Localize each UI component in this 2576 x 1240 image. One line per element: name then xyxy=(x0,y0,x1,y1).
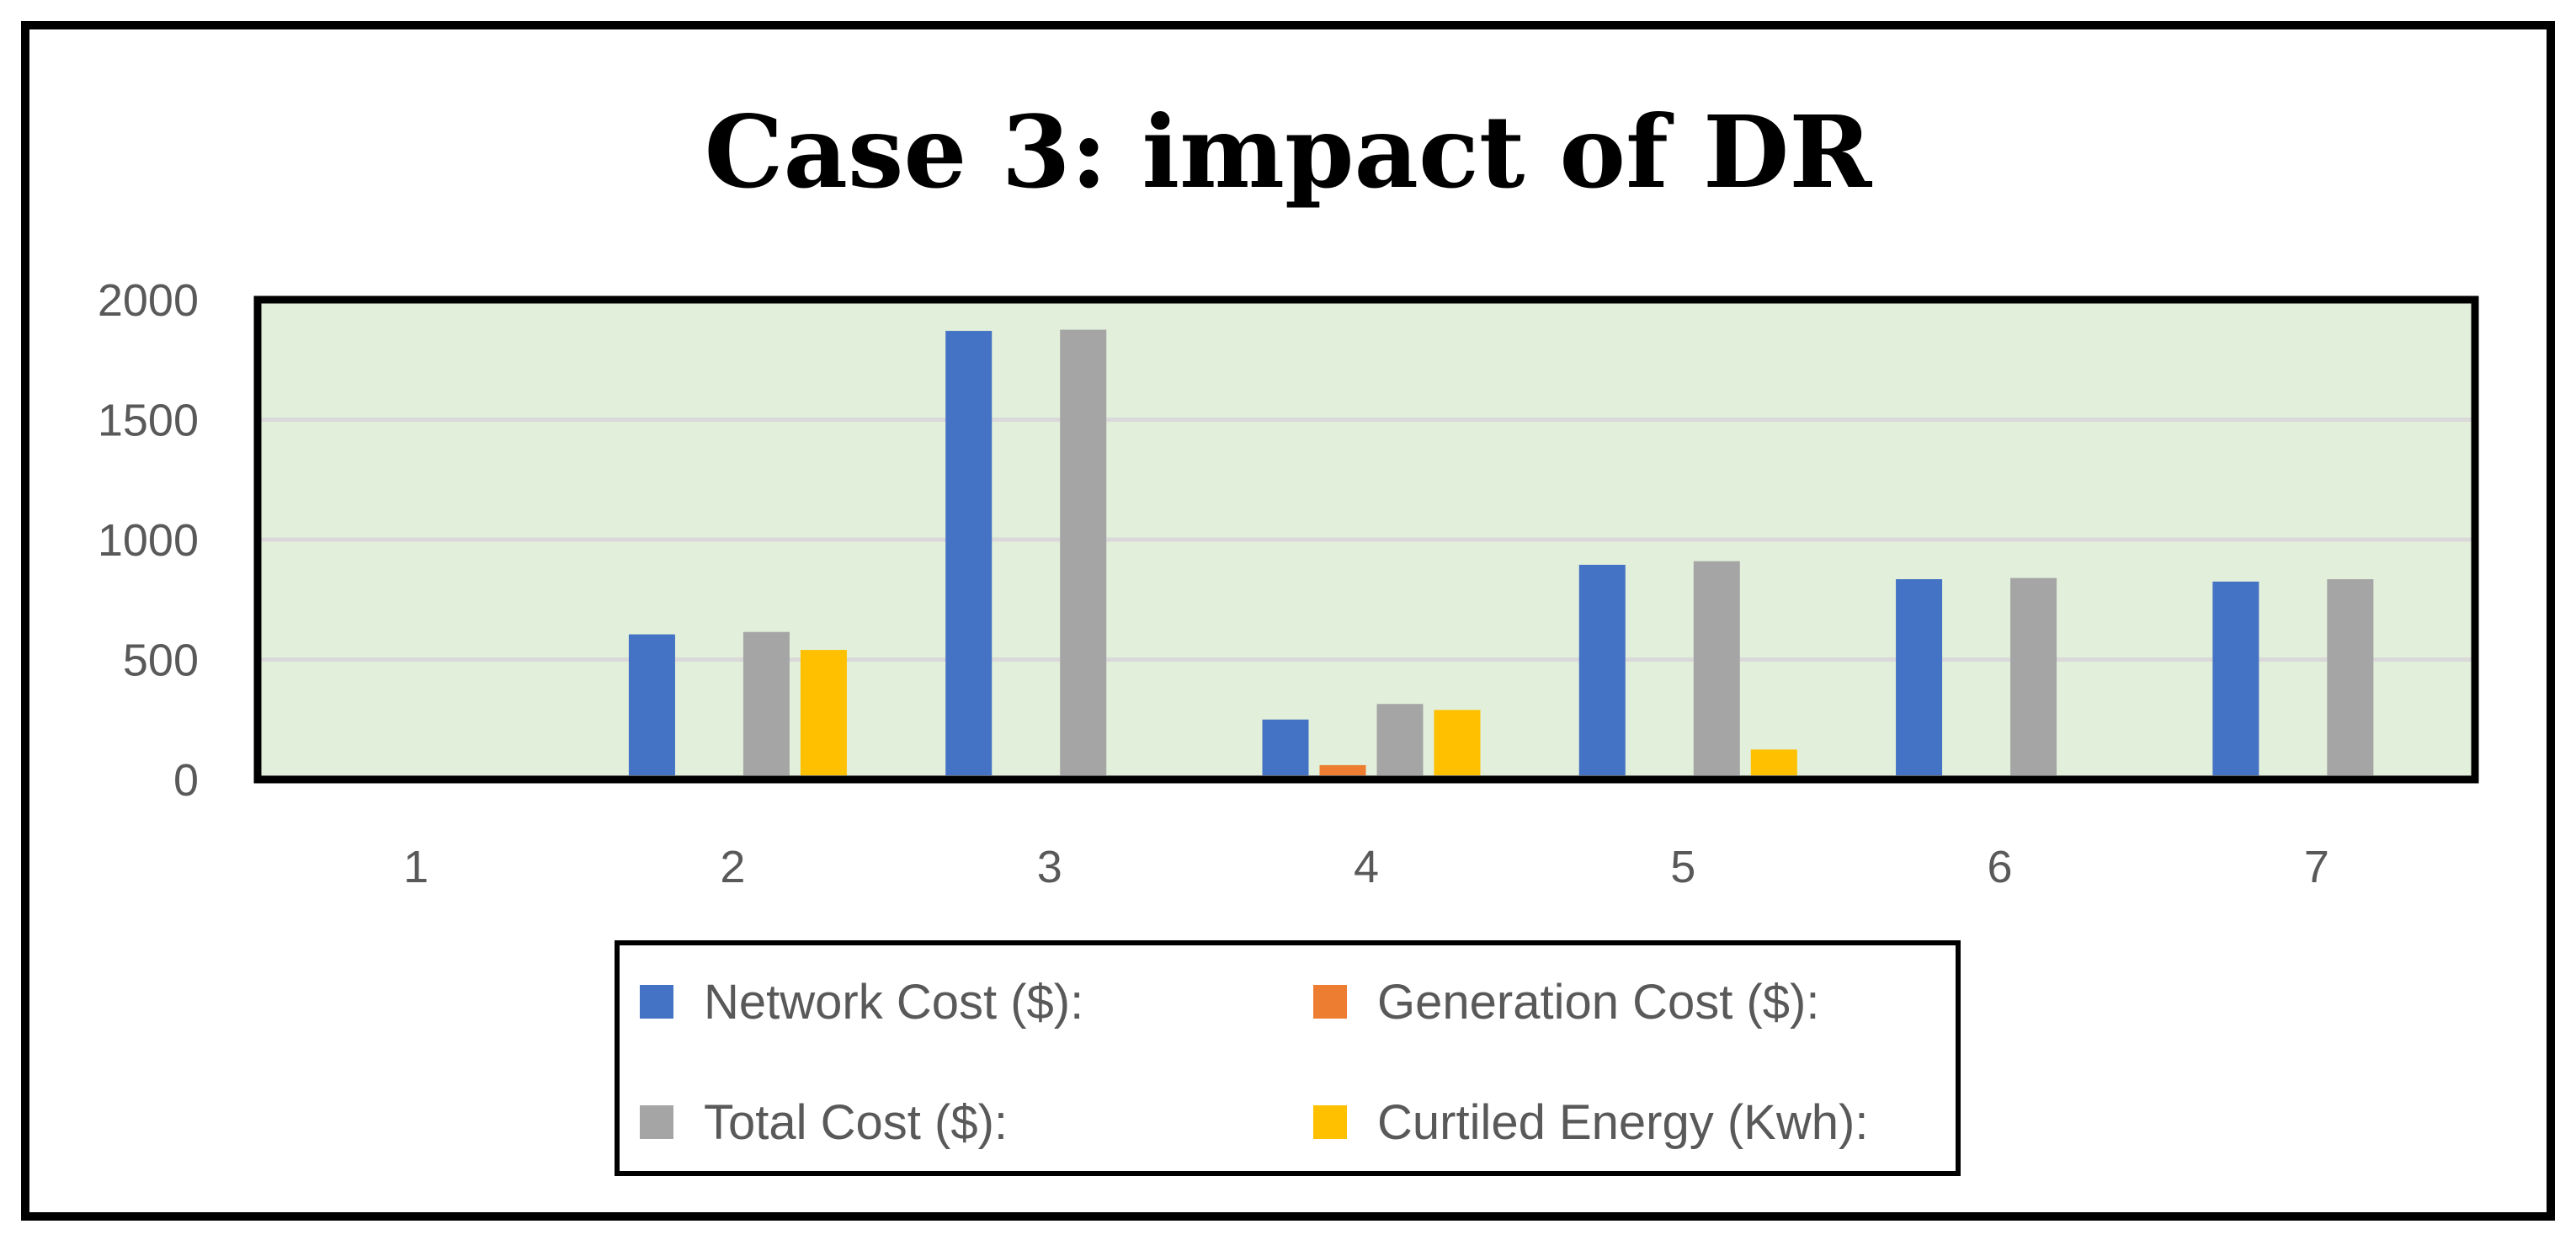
legend-swatch xyxy=(1313,1105,1347,1139)
x-tick-label: 2 xyxy=(720,842,745,892)
x-tick-label: 3 xyxy=(1037,842,1062,892)
x-tick-label: 5 xyxy=(1670,842,1695,892)
plot-area-border xyxy=(253,295,2479,784)
bar xyxy=(1750,749,1797,780)
bar xyxy=(1376,704,1424,780)
legend-label: Generation Cost ($): xyxy=(1377,975,1819,1030)
y-tick-label: 0 xyxy=(173,755,199,806)
legend-label: Network Cost ($): xyxy=(704,975,1083,1030)
x-tick-label: 6 xyxy=(1988,842,2013,892)
bar xyxy=(1434,710,1481,780)
y-tick-label: 1000 xyxy=(98,515,199,566)
bar xyxy=(2327,579,2374,780)
bar xyxy=(1060,329,1107,780)
legend: Network Cost ($): Generation Cost ($): Tot… xyxy=(640,975,1868,1150)
y-tick-label: 2000 xyxy=(98,275,199,326)
bar xyxy=(800,650,847,780)
y-tick-label: 500 xyxy=(123,636,199,686)
bar xyxy=(945,331,993,780)
x-tick-label: 1 xyxy=(403,842,428,892)
gridlines xyxy=(258,418,2475,662)
legend-swatch xyxy=(640,985,673,1019)
bar xyxy=(628,634,675,780)
bar xyxy=(1693,561,1740,780)
chart-title: Case 3: impact of DR xyxy=(705,93,1873,210)
bar xyxy=(1578,564,1626,780)
bars xyxy=(628,329,2374,780)
y-tick-label: 1500 xyxy=(98,396,199,446)
legend-label: Curtiled Energy (Kwh): xyxy=(1377,1095,1868,1150)
bar xyxy=(1262,719,1309,780)
bar xyxy=(742,631,790,780)
legend-box xyxy=(615,940,1961,1176)
x-tick-label: 7 xyxy=(2304,842,2329,892)
legend-swatch xyxy=(640,1105,673,1139)
bar xyxy=(2212,581,2259,780)
legend-swatch xyxy=(1313,985,1347,1019)
bar xyxy=(1896,579,1943,780)
legend-label: Total Cost ($): xyxy=(704,1095,1008,1150)
x-tick-label: 4 xyxy=(1354,842,1379,892)
bar xyxy=(2010,577,2057,780)
